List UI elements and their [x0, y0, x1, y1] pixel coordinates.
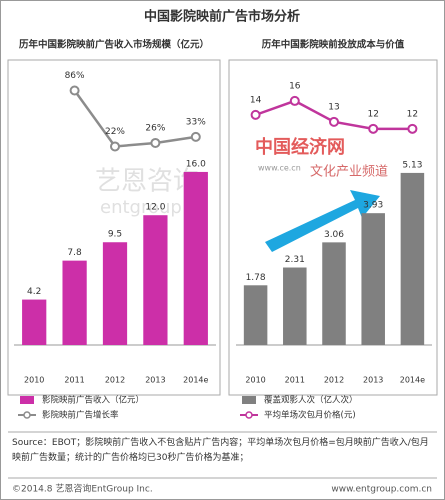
x-tick-label: 2010: [24, 376, 44, 385]
x-tick-label: 2012: [324, 376, 344, 385]
data-label: 12: [367, 109, 378, 119]
legend-label: 影院映前广告增长率: [42, 410, 119, 421]
legend-label: 覆盖观影人次（亿人次）: [264, 395, 358, 406]
marker: [190, 131, 201, 142]
marker: [407, 123, 418, 134]
bar: [400, 172, 425, 345]
bar: [361, 213, 385, 345]
bar: [183, 171, 208, 345]
data-label: 14: [250, 95, 262, 105]
bar: [22, 299, 47, 345]
bar: [143, 215, 168, 345]
x-tick-label: 2013: [145, 376, 165, 385]
x-tick-label: 2012: [105, 376, 125, 385]
data-label: 26%: [145, 123, 165, 133]
legend-marker: [245, 411, 253, 419]
marker: [150, 137, 161, 148]
data-label: 5.13: [402, 160, 422, 170]
footer-right: www.entgroup.com.cn: [331, 485, 432, 495]
x-tick-label: 2010: [245, 376, 265, 385]
data-label: 4.2: [27, 287, 41, 297]
footer-left: ©2014.8 艺恩咨询EntGroup Inc.: [12, 483, 153, 495]
data-label: 16.0: [186, 159, 206, 169]
legend-swatch: [20, 396, 34, 404]
data-label: 2.31: [285, 255, 305, 265]
bar: [322, 242, 346, 345]
trend-arrow: [265, 190, 380, 252]
data-label: 13: [328, 102, 339, 112]
x-tick-label: 2011: [285, 376, 305, 385]
x-tick-label: 2014e: [183, 376, 208, 385]
watermark: entgroup: [100, 197, 182, 218]
watermark: 艺恩咨询: [95, 167, 199, 197]
marker: [250, 109, 261, 120]
bar: [62, 260, 87, 345]
marker: [69, 85, 80, 96]
legend-swatch: [242, 396, 256, 404]
legend-label: 影院映前广告收入（亿元）: [42, 395, 144, 406]
legend-marker: [23, 411, 31, 419]
x-tick-label: 2011: [64, 376, 84, 385]
data-label: 22%: [105, 127, 125, 137]
bar: [283, 267, 307, 345]
bar: [102, 242, 128, 345]
marker: [110, 141, 120, 152]
chart-title: 历年中国影院映前投放成本与价值: [262, 39, 405, 51]
watermark: www.ce.cn: [258, 164, 301, 173]
chart-title: 历年中国影院映前广告收入市场规模（亿元）: [19, 39, 209, 51]
watermark: 中国经济网: [255, 136, 345, 158]
bar: [243, 285, 268, 345]
watermark: 文化产业频道: [310, 165, 388, 180]
data-label: 33%: [186, 117, 206, 127]
marker: [368, 123, 379, 134]
x-tick-label: 2013: [363, 376, 383, 385]
data-label: 9.5: [108, 230, 122, 240]
page-title: 中国影院映前广告市场分析: [144, 9, 300, 25]
data-label: 1.78: [246, 273, 266, 283]
data-label: 7.8: [67, 248, 82, 258]
data-label: 86%: [65, 71, 85, 81]
x-tick-label: 2014e: [400, 376, 425, 385]
marker: [329, 116, 339, 127]
data-label: 3.06: [324, 230, 344, 240]
line: [73, 89, 196, 148]
data-label: 12: [407, 109, 418, 119]
marker: [289, 95, 300, 106]
legend-label: 平均单场次包月价格(元): [264, 410, 356, 421]
source-box: Source：EBOT；影院映前广告收入不包含贴片广告内容；平均单场次包月价格=…: [12, 438, 429, 463]
data-label: 3.93: [363, 201, 383, 211]
data-label: 16: [289, 81, 301, 91]
source: Source：EBOT；影院映前广告收入不包含贴片广告内容；平均单场次包月价格=…: [12, 438, 429, 463]
data-label: 12.0: [145, 203, 165, 213]
